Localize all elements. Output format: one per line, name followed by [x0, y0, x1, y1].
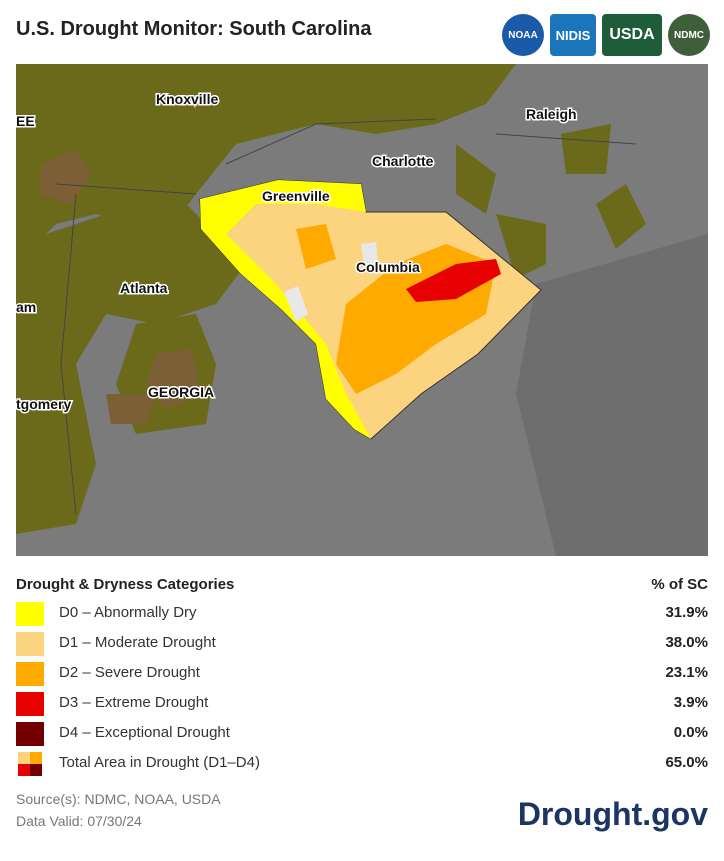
legend-value: 3.9% — [673, 694, 708, 711]
city-label: am — [16, 299, 36, 315]
city-label: Knoxville — [156, 91, 218, 107]
d0-area — [200, 180, 371, 439]
logo: NOAA — [502, 14, 544, 56]
dry-area — [496, 214, 546, 279]
logo: USDA — [602, 14, 662, 56]
legend-label: D4 – Exceptional Drought — [59, 724, 230, 741]
legend-row: Total Area in Drought (D1–D4) 65.0% — [16, 748, 708, 778]
drought-map: Knoxville Raleigh Charlotte Greenville C… — [16, 64, 708, 556]
legend-value: 23.1% — [665, 664, 708, 681]
city-label: Charlotte — [372, 153, 434, 169]
swatch-part — [18, 752, 30, 764]
legend-title: Drought & Dryness Categories — [16, 576, 235, 593]
state-label: GEORGIA — [148, 384, 214, 400]
border — [55, 118, 637, 515]
legend-value: 65.0% — [665, 754, 708, 771]
city-label: tgomery — [16, 396, 71, 412]
legend-swatch — [16, 662, 44, 686]
legend-label: D2 – Severe Drought — [59, 664, 200, 681]
swatch-part — [18, 764, 30, 776]
legend-row: D0 – Abnormally Dry 31.9% — [16, 598, 708, 628]
legend-label: Total Area in Drought (D1–D4) — [59, 754, 260, 771]
logo: NDMC — [668, 14, 710, 56]
dry-area — [561, 124, 611, 174]
brand: Drought.gov — [517, 796, 708, 832]
legend-swatch — [16, 722, 44, 746]
legend-value-header: % of SC — [651, 576, 708, 593]
legend-label: D1 – Moderate Drought — [59, 634, 216, 651]
d3-area — [406, 259, 501, 302]
page-title: U.S. Drought Monitor: South Carolina — [16, 18, 372, 40]
legend-value: 38.0% — [665, 634, 708, 651]
no-data — [361, 242, 378, 264]
legend-value: 31.9% — [665, 604, 708, 621]
legend-swatch — [16, 692, 44, 716]
no-data — [284, 286, 308, 322]
dry-area — [16, 204, 246, 534]
logo: NIDIS — [550, 14, 596, 56]
city-label: Raleigh — [526, 106, 577, 122]
city-label: Greenville — [262, 188, 330, 204]
swatch-part — [30, 752, 42, 764]
dry-area — [456, 144, 496, 214]
city-label: Columbia — [356, 259, 420, 275]
state-label: EE — [16, 113, 35, 129]
legend-swatch — [16, 602, 44, 626]
legend-swatch — [18, 752, 42, 776]
legend-row: D4 – Exceptional Drought 0.0% — [16, 718, 708, 748]
drought-area — [146, 349, 201, 409]
ocean — [516, 234, 708, 556]
drought-area — [106, 394, 156, 424]
dry-area — [596, 184, 646, 249]
legend-value: 0.0% — [673, 724, 708, 741]
d2-area — [296, 224, 336, 269]
legend-row: D1 – Moderate Drought 38.0% — [16, 628, 708, 658]
legend-label: D3 – Extreme Drought — [59, 694, 209, 711]
legend-row: D3 – Extreme Drought 3.9% — [16, 688, 708, 718]
legend-swatch — [16, 632, 44, 656]
sources: Source(s): NDMC, NOAA, USDA — [16, 791, 221, 807]
data-valid: Data Valid: 07/30/24 — [16, 813, 142, 829]
city-label: Atlanta — [120, 280, 168, 296]
drought-area — [41, 149, 91, 204]
legend-label: D0 – Abnormally Dry — [59, 604, 197, 621]
swatch-part — [30, 764, 42, 776]
legend-row: D2 – Severe Drought 23.1% — [16, 658, 708, 688]
